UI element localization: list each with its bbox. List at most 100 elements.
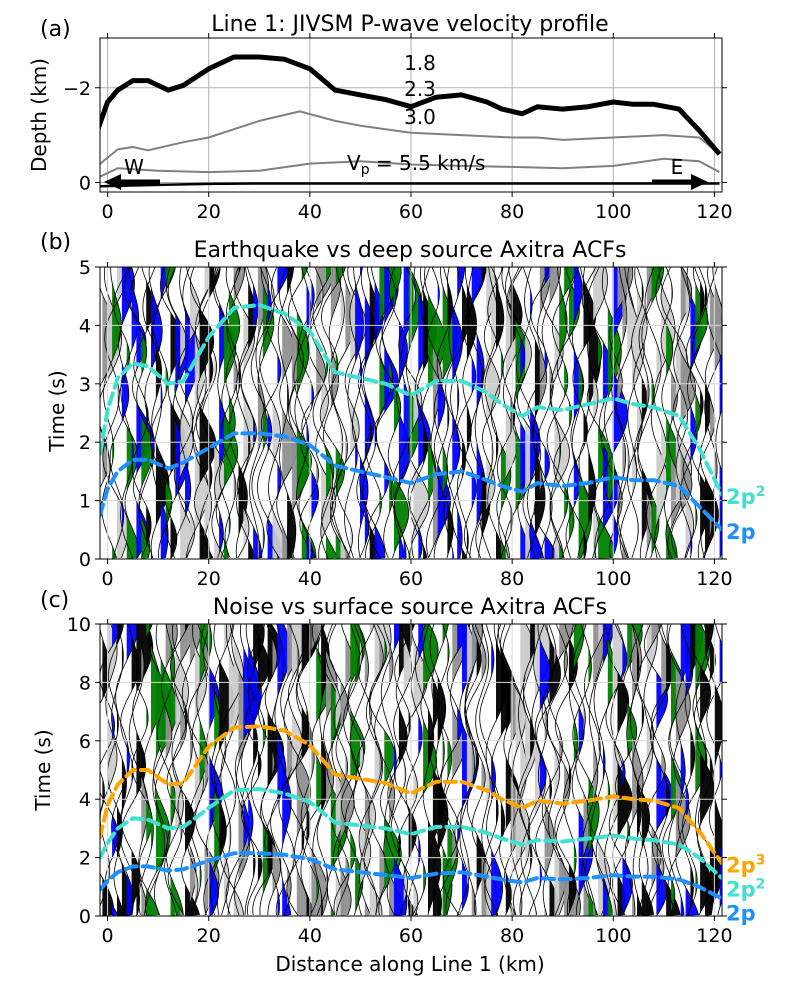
seismic-trace-wiggle [287,267,317,558]
seismic-trace-fill [466,624,477,916]
seismic-trace-wiggle [261,267,290,559]
phase-label: 2p [726,520,756,544]
seismic-trace-wiggle [250,267,282,559]
panel-a-contour-labels: 1.82.3 3.0 [404,51,436,129]
seismic-trace-wiggle [211,624,234,916]
seismic-trace-fill [296,267,310,559]
seismic-trace-fill [267,267,282,559]
seismic-trace-fill [709,267,722,559]
panel-a-series [100,54,722,188]
seismic-trace-wiggle [581,267,615,559]
seismic-trace-fill [675,624,691,916]
seismic-trace-fill [432,624,444,916]
seismic-trace-fill [481,267,491,559]
west-label: W [124,155,144,179]
seismic-trace-wiggle [164,624,189,916]
seismic-trace-wiggle [563,624,594,915]
seismic-trace-wiggle [312,267,338,559]
seismic-trace-wiggle [410,624,439,916]
seismic-trace-wiggle [456,267,478,559]
seismic-trace-fill [432,267,444,559]
seismic-trace-fill [588,267,601,559]
seismic-trace-wiggle [513,624,537,916]
seismic-trace-fill [180,624,194,916]
seismic-trace-fill [593,267,608,559]
seismic-trace-wiggle [457,624,477,916]
seismic-trace-fill [666,624,681,916]
seismic-trace-wiggle [192,267,215,559]
seismic-trace-fill [374,624,391,916]
seismic-trace-wiggle [429,624,449,916]
seismic-trace-fill [559,267,568,559]
seismic-trace-fill [413,624,428,916]
phase-label-text: 2p [726,877,756,901]
y-tick-label: 4 [79,789,91,811]
seismic-trace-fill [126,267,139,559]
seismic-trace-wiggle [102,267,131,559]
seismic-trace-wiggle [374,624,404,916]
seismic-trace-fill [617,267,633,559]
panel-a-ticks: 0 20 40 60 80 100 120 0 −2 [63,33,733,223]
seismic-trace-wiggle [624,624,644,916]
contour-label: 2.3 [404,77,436,101]
seismic-trace-wiggle [619,267,645,559]
seismic-trace-fill [471,624,483,916]
seismic-trace-fill [301,267,316,559]
seismic-trace-fill [311,624,328,916]
seismic-trace-wiggle [700,267,722,559]
seismic-trace-fill [719,267,722,559]
seismic-trace-wiggle [286,624,319,916]
seismic-trace-fill [598,267,614,559]
phase-curve [100,302,722,497]
seismic-trace-fill [287,624,304,916]
seismic-trace-fill [637,624,644,916]
panel-c-xlabel: Distance along Line 1 (km) [275,952,544,976]
seismic-trace-fill [340,267,348,559]
seismic-trace-fill [491,624,503,916]
seismic-trace-fill [136,267,152,559]
x-tick-label: 120 [696,925,732,947]
seismic-trace-fill [199,267,217,559]
seismic-trace-fill [559,624,574,916]
seismic-trace-wiggle [517,624,542,916]
seismic-trace-fill [214,267,227,559]
seismic-trace-fill [335,624,347,916]
seismic-trace-fill [627,624,643,916]
seismic-trace-wiggle [349,624,372,916]
x-tick-label: 0 [102,568,114,590]
seismic-trace-wiggle [129,267,154,559]
x-tick-label: 0 [102,925,114,947]
east-arrow [652,174,708,190]
seismic-trace-wiggle [446,267,466,559]
seismic-trace-fill [564,624,581,916]
contour-label: 1.8 [404,51,436,75]
seismic-trace-fill [583,624,594,916]
seismic-trace-wiggle [320,267,342,559]
phase-curve [100,431,722,532]
seismic-trace-wiggle [553,267,580,559]
panel-a-label: (a) [40,17,71,42]
seismic-trace-wiggle [336,267,367,559]
x-tick-label: 20 [197,201,221,223]
seismic-trace-fill [428,267,446,559]
seismic-trace-fill [457,267,465,559]
seismic-trace-fill [520,267,534,559]
seismic-trace-fill [588,624,600,916]
x-tick-label: 20 [197,568,221,590]
seismic-trace-fill [452,267,463,559]
seismic-trace-wiggle [152,267,169,559]
y-tick-label: 1 [79,491,91,513]
seismic-trace-wiggle [456,267,486,559]
seismic-trace-fill [413,267,430,559]
x-tick-label: 60 [399,568,423,590]
x-tick-label: 100 [595,925,631,947]
seismic-trace-fill [525,267,541,559]
seismic-trace-wiggle [241,624,265,916]
x-tick-label: 80 [500,201,524,223]
phase-label-text: 2p [726,901,756,925]
seismic-trace-fill [267,624,284,916]
west-arrow [104,174,160,190]
seismic-trace-wiggle [145,624,173,916]
seismic-trace-fill [700,624,715,916]
